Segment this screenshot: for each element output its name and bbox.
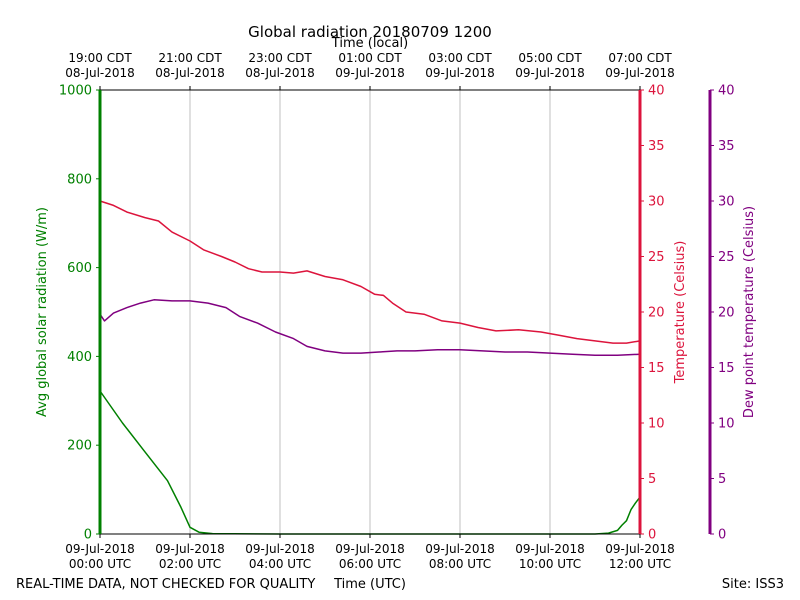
dewpoint-tick-label: 15 — [718, 361, 735, 376]
top-tick-time-label: 05:00 CDT — [518, 51, 582, 65]
x-tick-time-label: 08:00 UTC — [429, 557, 491, 571]
top-tick-time-label: 07:00 CDT — [608, 51, 672, 65]
dewpoint-axis-label: Dew point temperature (Celsius) — [742, 206, 757, 418]
x-tick-date-label: 09-Jul-2018 — [605, 542, 675, 556]
dewpoint-tick-label: 20 — [718, 306, 735, 321]
x-tick-time-label: 06:00 UTC — [339, 557, 401, 571]
radiation-tick-label: 800 — [67, 172, 92, 187]
x-tick-time-label: 02:00 UTC — [159, 557, 221, 571]
temperature-tick-label: 30 — [648, 195, 665, 210]
temperature-line — [99, 200, 641, 344]
top-tick-date-label: 08-Jul-2018 — [155, 66, 225, 80]
dewpoint-tick-label: 35 — [718, 139, 735, 154]
temperature-axis-label: Temperature (Celsius) — [673, 241, 688, 385]
chart-title: Global radiation 20180709 1200 — [248, 23, 492, 41]
x-tick-date-label: 09-Jul-2018 — [155, 542, 225, 556]
x-tick-time-label: 00:00 UTC — [69, 557, 131, 571]
left-axis-label: Avg global solar radiation (W/m) — [35, 207, 50, 417]
dewpoint-tick-label: 40 — [718, 84, 735, 99]
top-tick-time-label: 21:00 CDT — [158, 51, 222, 65]
x-tick-date-label: 09-Jul-2018 — [335, 542, 405, 556]
radiation-tick-label: 0 — [84, 528, 92, 543]
temperature-tick-label: 25 — [648, 250, 665, 265]
temperature-tick-label: 35 — [648, 139, 665, 154]
top-tick-date-label: 09-Jul-2018 — [425, 66, 495, 80]
temperature-tick-label: 40 — [648, 84, 665, 99]
top-tick-time-label: 23:00 CDT — [248, 51, 312, 65]
x-tick-time-label: 04:00 UTC — [249, 557, 311, 571]
x-tick-date-label: 09-Jul-2018 — [425, 542, 495, 556]
grid-lines — [189, 90, 551, 534]
top-tick-time-label: 03:00 CDT — [428, 51, 492, 65]
temperature-tick-label: 20 — [648, 306, 665, 321]
x-tick-date-label: 09-Jul-2018 — [515, 542, 585, 556]
radiation-tick-label: 200 — [67, 439, 92, 454]
dewpoint-tick-label: 10 — [718, 417, 735, 432]
site-label: Site: ISS3 — [722, 577, 784, 592]
tick-layer: 0200400600800100005101520253035400510152… — [59, 51, 735, 571]
x-axis-label: Time (UTC) — [333, 577, 406, 592]
top-tick-time-label: 19:00 CDT — [68, 51, 132, 65]
dewpoint-line — [99, 299, 641, 357]
top-tick-date-label: 09-Jul-2018 — [335, 66, 405, 80]
radiation-tick-label: 600 — [67, 261, 92, 276]
top-axis-label: Time (local) — [331, 36, 408, 51]
temperature-tick-label: 15 — [648, 361, 665, 376]
radiation-tick-label: 400 — [67, 350, 92, 365]
dewpoint-tick-label: 5 — [718, 472, 726, 487]
temperature-tick-label: 0 — [648, 528, 656, 543]
top-tick-date-label: 08-Jul-2018 — [65, 66, 135, 80]
temperature-tick-label: 5 — [648, 472, 656, 487]
dewpoint-tick-label: 30 — [718, 195, 735, 210]
top-tick-date-label: 09-Jul-2018 — [515, 66, 585, 80]
radiation-tick-label: 1000 — [59, 84, 92, 99]
dewpoint-tick-label: 0 — [718, 528, 726, 543]
top-tick-time-label: 01:00 CDT — [338, 51, 402, 65]
x-tick-date-label: 09-Jul-2018 — [245, 542, 315, 556]
top-tick-date-label: 09-Jul-2018 — [605, 66, 675, 80]
top-tick-date-label: 08-Jul-2018 — [245, 66, 315, 80]
dewpoint-tick-label: 25 — [718, 250, 735, 265]
x-tick-time-label: 12:00 UTC — [609, 557, 671, 571]
x-tick-time-label: 10:00 UTC — [519, 557, 581, 571]
temperature-tick-label: 10 — [648, 417, 665, 432]
x-tick-date-label: 09-Jul-2018 — [65, 542, 135, 556]
quality-disclaimer: REAL-TIME DATA, NOT CHECKED FOR QUALITY — [16, 577, 315, 592]
